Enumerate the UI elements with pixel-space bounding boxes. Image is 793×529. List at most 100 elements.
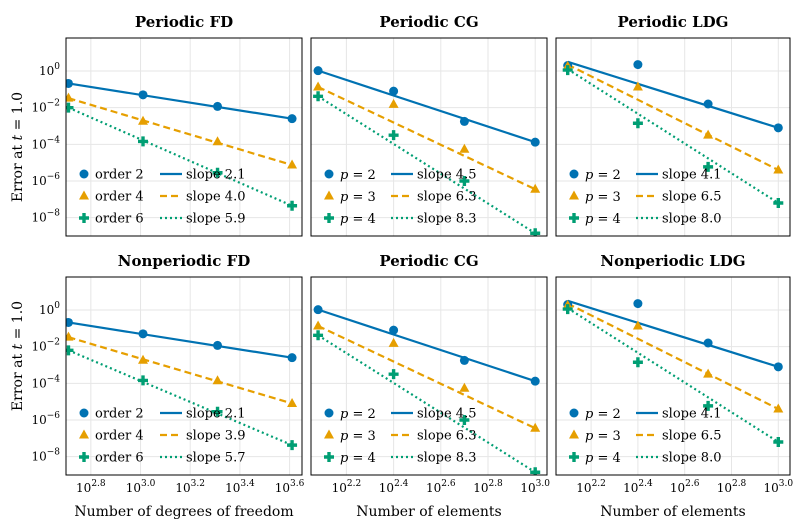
legend-marker bbox=[324, 452, 334, 462]
fit-line-2 bbox=[317, 85, 536, 191]
data-point-s2-4 bbox=[287, 398, 298, 407]
data-point-s2-3 bbox=[703, 368, 714, 378]
legend-marker bbox=[569, 408, 579, 418]
x-tick-label: 102.6 bbox=[426, 479, 456, 495]
plot-frame bbox=[65, 37, 303, 237]
y-tick-label: 10−2 bbox=[31, 338, 60, 354]
y-tick-label: 10−2 bbox=[31, 99, 60, 115]
fit-line-1 bbox=[567, 299, 779, 368]
data-point-s1-3 bbox=[459, 355, 469, 365]
data-layer bbox=[66, 317, 298, 451]
data-point-s3-3 bbox=[703, 400, 714, 411]
legend-series-label: p = 3 bbox=[340, 429, 376, 444]
legend-marker bbox=[324, 190, 334, 200]
x-tick-label: 103.4 bbox=[225, 479, 255, 495]
data-point-s1-2 bbox=[138, 90, 148, 100]
fit-line-2 bbox=[567, 63, 779, 171]
data-point-s2-2 bbox=[632, 320, 643, 330]
plot-frame bbox=[555, 37, 791, 237]
plot-frame bbox=[310, 276, 548, 476]
data-point-s1-4 bbox=[287, 114, 297, 124]
legend-fit-label: slope 6.3 bbox=[417, 429, 476, 444]
legend: p = 2 p = 3 p = 4 slope 4.5 slope 6.3 slope 8… bbox=[324, 168, 476, 227]
legend-series-label: p = 4 bbox=[340, 451, 376, 466]
data-point-s3-3 bbox=[459, 176, 470, 186]
data-point-s3-4 bbox=[530, 467, 541, 475]
legend-fit-label: slope 2.1 bbox=[186, 168, 245, 183]
data-point-s3-1 bbox=[66, 102, 74, 113]
legend-marker bbox=[79, 169, 89, 179]
x-axis-label: Number of elements bbox=[600, 504, 745, 520]
x-tick-label: 102.2 bbox=[576, 479, 606, 495]
legend-series-label: order 4 bbox=[95, 429, 144, 444]
legend-marker bbox=[324, 169, 334, 179]
plot-frame bbox=[555, 276, 791, 476]
fit-line-2 bbox=[68, 336, 293, 405]
x-tick-label: 103.2 bbox=[175, 479, 205, 495]
plot-frame bbox=[65, 276, 303, 476]
x-tick-label: 102.8 bbox=[76, 479, 106, 495]
data-point-s3-3 bbox=[212, 406, 223, 417]
x-tick-label: 103.0 bbox=[520, 479, 550, 495]
data-point-s1-3 bbox=[703, 99, 713, 109]
data-point-s2-4 bbox=[773, 403, 784, 413]
fit-line-3 bbox=[567, 307, 779, 443]
data-point-s1-3 bbox=[459, 116, 469, 126]
data-point-s3-1 bbox=[313, 330, 324, 341]
legend-series-label: p = 2 bbox=[340, 407, 376, 422]
data-point-s2-2 bbox=[632, 81, 643, 91]
panel-title: Periodic FD bbox=[135, 13, 233, 31]
data-point-s3-3 bbox=[703, 161, 714, 172]
fit-line-1 bbox=[317, 308, 536, 383]
legend-marker bbox=[569, 213, 579, 223]
data-point-s3-1 bbox=[562, 304, 573, 315]
data-point-s2-3 bbox=[212, 375, 223, 385]
legend-fit-label: slope 4.0 bbox=[186, 190, 245, 205]
data-point-s2-4 bbox=[530, 183, 541, 193]
y-tick-label: 100 bbox=[39, 301, 60, 317]
legend-fit-label: slope 4.1 bbox=[662, 407, 721, 422]
data-point-s1-1 bbox=[66, 78, 73, 88]
legend-marker bbox=[324, 429, 334, 439]
x-axis-label: Number of elements bbox=[356, 504, 501, 520]
legend-fit-label: slope 2.1 bbox=[186, 407, 245, 422]
legend-fit-label: slope 8.3 bbox=[417, 451, 476, 466]
fit-line-2 bbox=[68, 97, 293, 167]
panel-title: Nonperiodic LDG bbox=[600, 252, 745, 270]
y-axis-label-bottom: Error at t = 1.0 bbox=[10, 301, 26, 411]
legend-marker bbox=[79, 452, 90, 462]
data-point-s1-4 bbox=[287, 353, 297, 363]
legend-series-label: p = 2 bbox=[585, 407, 621, 422]
legend-series-label: p = 4 bbox=[340, 212, 376, 227]
data-point-s2-1 bbox=[66, 331, 74, 341]
panel-6: Nonperiodic LDG 102.2 102.4 102.6 102.8 103.0… bbox=[555, 252, 793, 520]
legend-series-label: p = 3 bbox=[585, 190, 621, 205]
plot-frame bbox=[310, 37, 548, 237]
fit-line-1 bbox=[68, 82, 293, 120]
legend-marker bbox=[569, 429, 579, 439]
data-point-s2-2 bbox=[388, 337, 399, 347]
data-point-s1-3 bbox=[703, 338, 713, 348]
panel-3: Periodic LDG p = 2 p = 3 p = 4 slope 4.1 slop… bbox=[555, 13, 791, 237]
fit-line-3 bbox=[567, 68, 779, 204]
legend-fit-label: slope 8.3 bbox=[417, 212, 476, 227]
legend-fit-label: slope 6.5 bbox=[662, 429, 721, 444]
legend-fit-label: slope 4.1 bbox=[662, 168, 721, 183]
data-point-s2-4 bbox=[773, 164, 784, 174]
data-point-s3-1 bbox=[66, 345, 74, 356]
data-point-s3-2 bbox=[138, 375, 149, 386]
data-point-s1-3 bbox=[213, 101, 223, 111]
data-point-s3-3 bbox=[459, 415, 470, 425]
y-tick-label: 10−6 bbox=[31, 172, 60, 188]
fit-line-3 bbox=[68, 349, 293, 447]
data-point-s3-4 bbox=[773, 198, 784, 208]
legend: p = 2 p = 3 p = 4 slope 4.1 slope 6.5 slope 8… bbox=[569, 407, 721, 466]
y-tick-label: 10−4 bbox=[31, 374, 60, 390]
x-tick-label: 103.0 bbox=[126, 479, 156, 495]
legend-series-label: p = 4 bbox=[585, 451, 621, 466]
legend-marker bbox=[79, 429, 89, 439]
data-point-s3-4 bbox=[287, 440, 298, 451]
legend-marker bbox=[324, 408, 334, 418]
data-point-s3-2 bbox=[632, 357, 643, 368]
